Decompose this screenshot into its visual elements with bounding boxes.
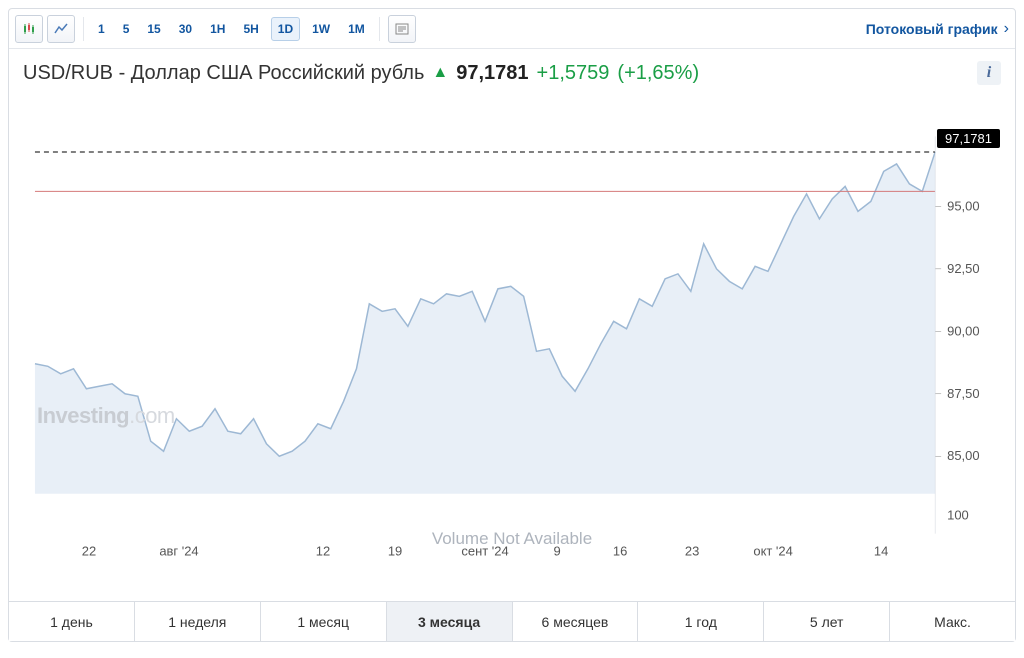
svg-text:16: 16 <box>613 544 627 559</box>
svg-text:85,00: 85,00 <box>947 448 979 463</box>
divider <box>379 17 380 41</box>
timeframe-15[interactable]: 15 <box>141 18 166 40</box>
timeframe-1D[interactable]: 1D <box>271 17 300 41</box>
svg-text:90,00: 90,00 <box>947 323 979 338</box>
timeframe-1W[interactable]: 1W <box>306 18 336 40</box>
range-tab[interactable]: 1 год <box>638 602 764 641</box>
streaming-chart-link[interactable]: Потоковый график <box>866 21 998 37</box>
svg-text:92,50: 92,50 <box>947 261 979 276</box>
range-tab[interactable]: 1 день <box>9 602 135 641</box>
timeframe-1[interactable]: 1 <box>92 18 111 40</box>
timeframe-5[interactable]: 5 <box>117 18 136 40</box>
watermark: Investing.com <box>37 403 175 429</box>
range-tab[interactable]: Макс. <box>890 602 1015 641</box>
svg-text:14: 14 <box>874 544 888 559</box>
watermark-suffix: .com <box>129 403 175 428</box>
range-tab[interactable]: 1 неделя <box>135 602 261 641</box>
range-tab[interactable]: 3 месяца <box>387 602 513 641</box>
current-price-badge: 97,1781 <box>937 129 1000 148</box>
svg-text:22: 22 <box>82 544 96 559</box>
range-tab[interactable]: 1 месяц <box>261 602 387 641</box>
change-absolute: +1,5759 <box>537 62 610 85</box>
price-chart-svg: 85,00 87,50 90,00 92,50 95,00 100 22 авг '24 12 1… <box>17 101 1007 601</box>
chart-area: 85,00 87,50 90,00 92,50 95,00 100 22 авг '24 12 1… <box>9 91 1015 601</box>
chevron-right-icon: › <box>1004 20 1009 38</box>
svg-text:12: 12 <box>316 544 330 559</box>
info-icon[interactable]: i <box>977 61 1001 85</box>
svg-text:авг '24: авг '24 <box>159 544 198 559</box>
header-row: USD/RUB - Доллар США Российский рубль ▲ … <box>9 49 1015 91</box>
divider <box>83 17 84 41</box>
range-tabs: 1 день1 неделя1 месяц3 месяца6 месяцев1 … <box>9 601 1015 641</box>
svg-text:100: 100 <box>947 508 969 523</box>
volume-not-available: Volume Not Available <box>432 529 592 549</box>
timeframe-30[interactable]: 30 <box>173 18 198 40</box>
svg-text:87,50: 87,50 <box>947 386 979 401</box>
candlestick-icon[interactable] <box>15 15 43 43</box>
news-icon[interactable] <box>388 15 416 43</box>
timeframe-5H[interactable]: 5H <box>237 18 264 40</box>
timeframe-1H[interactable]: 1H <box>204 18 231 40</box>
arrow-up-icon: ▲ <box>432 64 448 82</box>
svg-text:19: 19 <box>388 544 402 559</box>
watermark-brand: Investing <box>37 403 129 428</box>
timeframe-group: 1515301H5H1D1W1M <box>92 17 371 41</box>
svg-text:23: 23 <box>685 544 699 559</box>
pair-title: USD/RUB - Доллар США Российский рубль <box>23 62 424 85</box>
range-tab[interactable]: 5 лет <box>764 602 890 641</box>
chart-widget: 1515301H5H1D1W1M Потоковый график › USD/… <box>8 8 1016 642</box>
line-chart-icon[interactable] <box>47 15 75 43</box>
chart-toolbar: 1515301H5H1D1W1M Потоковый график › <box>9 9 1015 49</box>
svg-text:окт '24: окт '24 <box>753 544 792 559</box>
change-percent: (+1,65%) <box>617 62 699 85</box>
timeframe-1M[interactable]: 1M <box>342 18 371 40</box>
last-price: 97,1781 <box>456 62 528 85</box>
svg-text:95,00: 95,00 <box>947 198 979 213</box>
range-tab[interactable]: 6 месяцев <box>513 602 639 641</box>
